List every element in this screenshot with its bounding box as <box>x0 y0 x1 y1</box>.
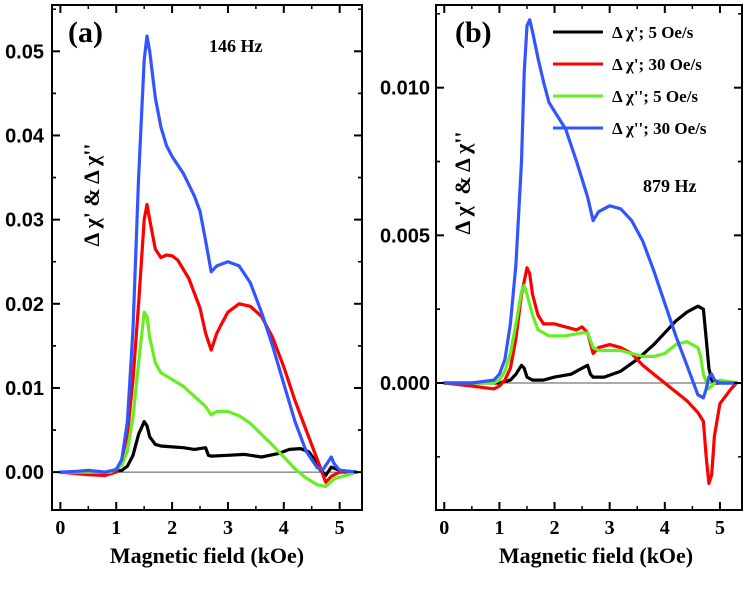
x-tick-label: 0 <box>55 517 65 539</box>
plot-frame-a <box>51 4 363 511</box>
series-line-2 <box>58 202 358 484</box>
series-line-3 <box>58 310 358 488</box>
x-ticks-a: 0 1 2 3 4 5 <box>55 5 345 539</box>
series-layer-b <box>436 18 742 485</box>
legend-entry: Δ χ'; 30 Oe/s <box>553 55 702 74</box>
series-line-1 <box>58 420 358 478</box>
y-tick-label: 0.02 <box>5 294 44 316</box>
panel-a: 0 1 2 3 4 5 0.00 0.01 0.02 0.03 0.04 0.05 (a) 146 … <box>5 4 363 568</box>
x-tick-label: 0 <box>439 517 449 539</box>
panel-b: 0 1 2 3 4 5 0.000 0.005 0.010 (b) 879 Hz Δ χ' &… <box>380 4 743 568</box>
legend-entry: Δ χ''; 5 Oe/s <box>553 87 698 106</box>
x-tick-label: 5 <box>715 517 725 539</box>
series-line-4 <box>442 18 739 400</box>
legend-label: Δ χ'; 5 Oe/s <box>612 23 694 42</box>
frequency-annotation-b: 879 Hz <box>643 176 697 196</box>
x-tick-label: 2 <box>167 517 177 539</box>
y-axis-title-a: Δ χ' & Δ χ'' <box>79 144 104 247</box>
y-ticks-b: 0.000 0.005 0.010 <box>380 13 742 458</box>
x-tick-label: 1 <box>494 517 504 539</box>
x-tick-label: 3 <box>223 517 233 539</box>
x-tick-label: 3 <box>605 517 615 539</box>
y-ticks-a: 0.00 0.01 0.02 0.03 0.04 0.05 <box>5 8 362 484</box>
x-tick-label: 4 <box>279 517 289 539</box>
y-tick-label: 0.05 <box>5 41 44 63</box>
x-tick-label: 2 <box>550 517 560 539</box>
x-ticks-b: 0 1 2 3 4 5 <box>439 5 725 539</box>
legend: Δ χ'; 5 Oe/s Δ χ'; 30 Oe/s Δ χ''; 5 Oe/s… <box>553 23 707 138</box>
y-tick-label: 0.000 <box>380 373 430 395</box>
series-line-3 <box>442 284 739 391</box>
legend-entry: Δ χ''; 30 Oe/s <box>553 119 707 138</box>
series-line-2 <box>442 266 739 485</box>
y-tick-label: 0.005 <box>380 225 430 247</box>
frequency-annotation-a: 146 Hz <box>209 36 263 56</box>
x-axis-title-b: Magnetic field (kOe) <box>499 543 693 568</box>
y-tick-label: 0.00 <box>5 462 44 484</box>
y-tick-label: 0.03 <box>5 210 44 232</box>
y-tick-label: 0.04 <box>5 125 45 147</box>
legend-label: Δ χ'; 30 Oe/s <box>612 55 702 74</box>
legend-entry: Δ χ'; 5 Oe/s <box>553 23 694 42</box>
legend-label: Δ χ''; 30 Oe/s <box>612 119 707 138</box>
y-tick-label: 0.01 <box>5 378 44 400</box>
series-layer-a <box>52 34 362 488</box>
panel-label-b: (b) <box>455 16 492 49</box>
panel-label-a: (a) <box>68 16 103 49</box>
plot-frame-b <box>435 4 743 511</box>
x-tick-label: 4 <box>660 517 670 539</box>
series-line-1 <box>442 304 739 385</box>
x-tick-label: 5 <box>335 517 345 539</box>
series-line-4 <box>58 34 358 474</box>
y-axis-title-b: Δ χ' & Δ χ'' <box>450 132 475 235</box>
x-tick-label: 1 <box>111 517 121 539</box>
x-axis-title-a: Magnetic field (kOe) <box>110 543 304 568</box>
legend-label: Δ χ''; 5 Oe/s <box>612 87 698 106</box>
y-tick-label: 0.010 <box>380 78 430 100</box>
